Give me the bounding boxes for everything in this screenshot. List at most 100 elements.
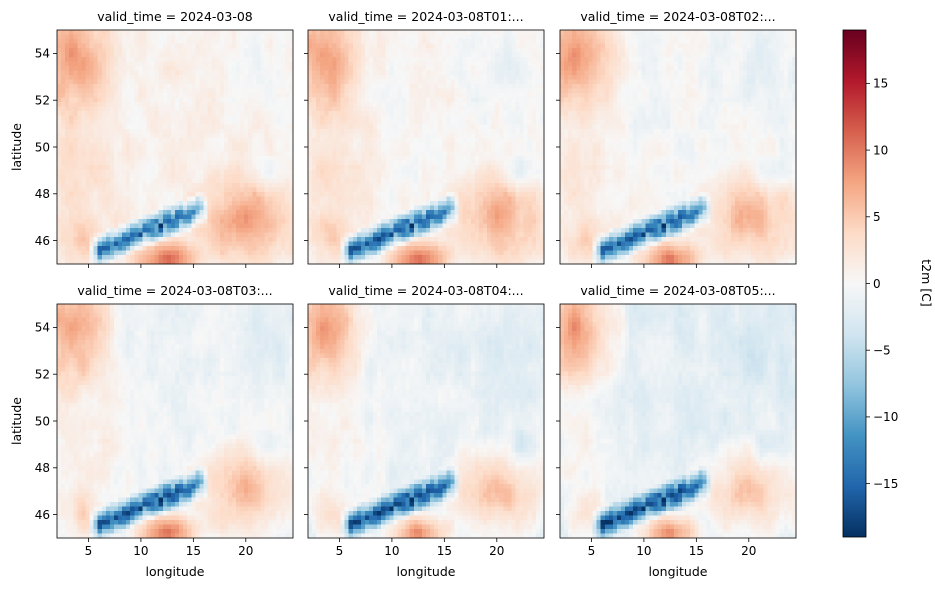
heatmap-cell <box>138 61 143 67</box>
heatmap-cell <box>393 178 398 184</box>
heatmap-cell <box>377 61 382 67</box>
heatmap-cell <box>364 151 370 157</box>
heatmap-cell <box>154 237 160 242</box>
heatmap-cell <box>511 102 516 107</box>
heatmap-cell <box>442 151 447 157</box>
heatmap-cell <box>211 52 217 58</box>
heatmap-cell <box>97 228 103 233</box>
heatmap-cell <box>113 70 119 76</box>
heatmap-cell <box>89 115 95 121</box>
heatmap-cell <box>187 34 192 40</box>
heatmap-cell <box>491 30 496 35</box>
heatmap-cell <box>438 97 443 103</box>
heatmap-cell <box>236 48 241 53</box>
heatmap-cell <box>320 61 325 67</box>
heatmap-cell <box>344 75 350 80</box>
heatmap-cell <box>491 57 496 62</box>
heatmap-cell <box>434 120 439 125</box>
heatmap-cell <box>227 88 233 94</box>
heatmap-cell <box>252 133 257 139</box>
heatmap-cell <box>373 79 378 85</box>
heatmap-cell <box>244 142 249 148</box>
heatmap-cell <box>195 88 200 94</box>
heatmap-cell <box>466 111 472 116</box>
heatmap-cell <box>166 241 172 247</box>
heatmap-cell <box>158 160 164 166</box>
heatmap-cell <box>109 61 115 67</box>
heatmap-cell <box>183 39 188 44</box>
heatmap-cell <box>503 115 508 121</box>
heatmap-cell <box>122 57 127 62</box>
heatmap-cell <box>252 246 257 251</box>
heatmap-cell <box>187 183 192 188</box>
heatmap-cell <box>146 79 151 85</box>
heatmap-cell <box>187 39 192 44</box>
heatmap-cell <box>519 129 525 134</box>
heatmap-cell <box>142 75 147 80</box>
heatmap-cell <box>401 97 407 103</box>
heatmap-cell <box>211 66 217 71</box>
heatmap-cell <box>65 138 70 143</box>
heatmap-cell <box>260 142 265 148</box>
heatmap-cell <box>413 133 419 139</box>
heatmap-cell <box>324 124 329 130</box>
heatmap-cell <box>438 147 443 152</box>
heatmap-cell <box>138 228 143 233</box>
heatmap-cell <box>57 88 62 94</box>
heatmap-cell <box>413 178 419 184</box>
heatmap-cell <box>179 192 184 197</box>
heatmap-cell <box>364 43 370 49</box>
heatmap-cell <box>434 147 439 152</box>
heatmap-cell <box>69 183 74 188</box>
heatmap-cell <box>535 106 541 112</box>
heatmap-cell <box>511 48 516 53</box>
heatmap-cell <box>126 210 131 215</box>
heatmap-cell <box>57 142 62 148</box>
heatmap-cell <box>183 43 188 49</box>
heatmap-cell <box>211 174 217 179</box>
heatmap-cell <box>89 241 95 247</box>
heatmap-cell <box>417 133 423 139</box>
heatmap-cell <box>344 88 350 94</box>
heatmap-cell <box>150 174 156 179</box>
heatmap-cell <box>377 106 382 112</box>
heatmap-cell <box>118 34 123 40</box>
heatmap-cell <box>227 111 233 116</box>
heatmap-cell <box>264 178 269 184</box>
heatmap-cell <box>170 201 176 206</box>
heatmap-cell <box>535 151 541 157</box>
heatmap-cell <box>130 246 135 251</box>
heatmap-cell <box>231 142 237 148</box>
heatmap-cell <box>240 219 245 224</box>
heatmap-cell <box>101 223 107 229</box>
heatmap-cell <box>113 129 119 134</box>
heatmap-cell <box>240 250 245 256</box>
heatmap-cell <box>381 75 386 80</box>
heatmap-cell <box>389 97 394 103</box>
heatmap-cell <box>89 250 95 256</box>
heatmap-cell <box>61 84 66 89</box>
heatmap-cell <box>523 52 529 58</box>
heatmap-cell <box>409 133 415 139</box>
heatmap-cell <box>105 124 111 130</box>
heatmap-cell <box>409 34 415 40</box>
heatmap-cell <box>118 70 123 76</box>
heatmap-cell <box>507 75 512 80</box>
heatmap-cell <box>142 39 147 44</box>
heatmap-cell <box>523 97 529 103</box>
heatmap-cell <box>69 187 74 193</box>
heatmap-cell <box>499 156 504 161</box>
heatmap-cell <box>191 138 196 143</box>
heatmap-cell <box>268 48 274 53</box>
heatmap-cell <box>158 165 164 170</box>
heatmap-cell <box>268 70 274 76</box>
heatmap-cell <box>248 192 253 197</box>
heatmap-cell <box>162 246 168 251</box>
heatmap-cell <box>162 57 168 62</box>
heatmap-cell <box>344 97 350 103</box>
heatmap-cell <box>219 223 225 229</box>
heatmap-cell <box>227 106 233 112</box>
heatmap-cell <box>203 66 208 71</box>
heatmap-cell <box>268 138 274 143</box>
heatmap-cell <box>539 30 545 35</box>
